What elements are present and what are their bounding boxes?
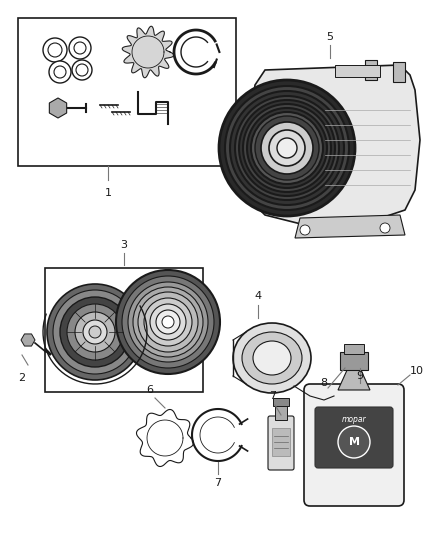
Text: 10: 10 bbox=[410, 366, 424, 376]
FancyBboxPatch shape bbox=[315, 407, 393, 468]
Circle shape bbox=[138, 292, 198, 352]
Polygon shape bbox=[49, 98, 67, 118]
Circle shape bbox=[243, 104, 331, 192]
Polygon shape bbox=[122, 26, 174, 78]
Circle shape bbox=[74, 42, 86, 54]
Text: mopar: mopar bbox=[342, 416, 366, 424]
Bar bbox=[340, 352, 368, 370]
Circle shape bbox=[144, 298, 192, 346]
Text: 2: 2 bbox=[18, 373, 25, 383]
Circle shape bbox=[43, 38, 67, 62]
Circle shape bbox=[47, 284, 143, 380]
Bar bbox=[18, 18, 236, 166]
Circle shape bbox=[60, 297, 130, 367]
Circle shape bbox=[338, 426, 370, 458]
Text: 3: 3 bbox=[120, 240, 127, 250]
Ellipse shape bbox=[233, 323, 311, 393]
Circle shape bbox=[128, 282, 208, 362]
Circle shape bbox=[261, 122, 313, 174]
Circle shape bbox=[219, 80, 355, 216]
Bar bbox=[45, 268, 203, 392]
Text: 9: 9 bbox=[357, 371, 364, 381]
Circle shape bbox=[53, 290, 137, 374]
Circle shape bbox=[67, 304, 123, 360]
Polygon shape bbox=[338, 368, 370, 390]
Circle shape bbox=[72, 60, 92, 80]
Text: 7: 7 bbox=[215, 478, 222, 488]
FancyBboxPatch shape bbox=[268, 416, 294, 470]
Circle shape bbox=[76, 64, 88, 76]
Circle shape bbox=[300, 225, 310, 235]
Text: 6: 6 bbox=[146, 385, 153, 395]
Circle shape bbox=[133, 287, 203, 357]
Text: 5: 5 bbox=[326, 32, 333, 42]
Circle shape bbox=[255, 116, 319, 180]
Circle shape bbox=[49, 61, 71, 83]
Circle shape bbox=[332, 389, 342, 399]
Circle shape bbox=[269, 130, 305, 166]
Bar bbox=[344, 344, 364, 354]
Circle shape bbox=[277, 138, 297, 158]
Text: M: M bbox=[349, 437, 360, 447]
Ellipse shape bbox=[253, 341, 291, 375]
Circle shape bbox=[251, 112, 323, 184]
Text: 4: 4 bbox=[254, 291, 261, 301]
Circle shape bbox=[83, 320, 107, 344]
Polygon shape bbox=[295, 215, 405, 238]
Circle shape bbox=[54, 66, 66, 78]
Circle shape bbox=[162, 316, 174, 328]
Circle shape bbox=[247, 108, 327, 188]
Circle shape bbox=[48, 43, 62, 57]
Bar bbox=[365, 60, 377, 80]
Text: 1: 1 bbox=[105, 188, 112, 198]
Text: 7: 7 bbox=[269, 391, 276, 401]
Circle shape bbox=[380, 223, 390, 233]
Circle shape bbox=[230, 91, 344, 205]
FancyBboxPatch shape bbox=[304, 384, 404, 506]
Bar bbox=[273, 398, 289, 406]
Circle shape bbox=[225, 86, 349, 210]
Bar bbox=[272, 428, 290, 456]
Circle shape bbox=[235, 96, 339, 200]
Ellipse shape bbox=[242, 332, 302, 384]
Circle shape bbox=[239, 100, 335, 196]
Circle shape bbox=[150, 304, 186, 340]
Circle shape bbox=[69, 37, 91, 59]
Bar bbox=[335, 65, 380, 77]
Circle shape bbox=[156, 310, 180, 334]
Circle shape bbox=[75, 312, 115, 352]
Bar bbox=[393, 62, 405, 82]
Circle shape bbox=[89, 326, 101, 338]
Text: 8: 8 bbox=[321, 378, 328, 388]
Polygon shape bbox=[245, 65, 420, 225]
Bar bbox=[275, 404, 287, 420]
Circle shape bbox=[116, 270, 220, 374]
Circle shape bbox=[122, 276, 214, 368]
Polygon shape bbox=[21, 334, 35, 346]
